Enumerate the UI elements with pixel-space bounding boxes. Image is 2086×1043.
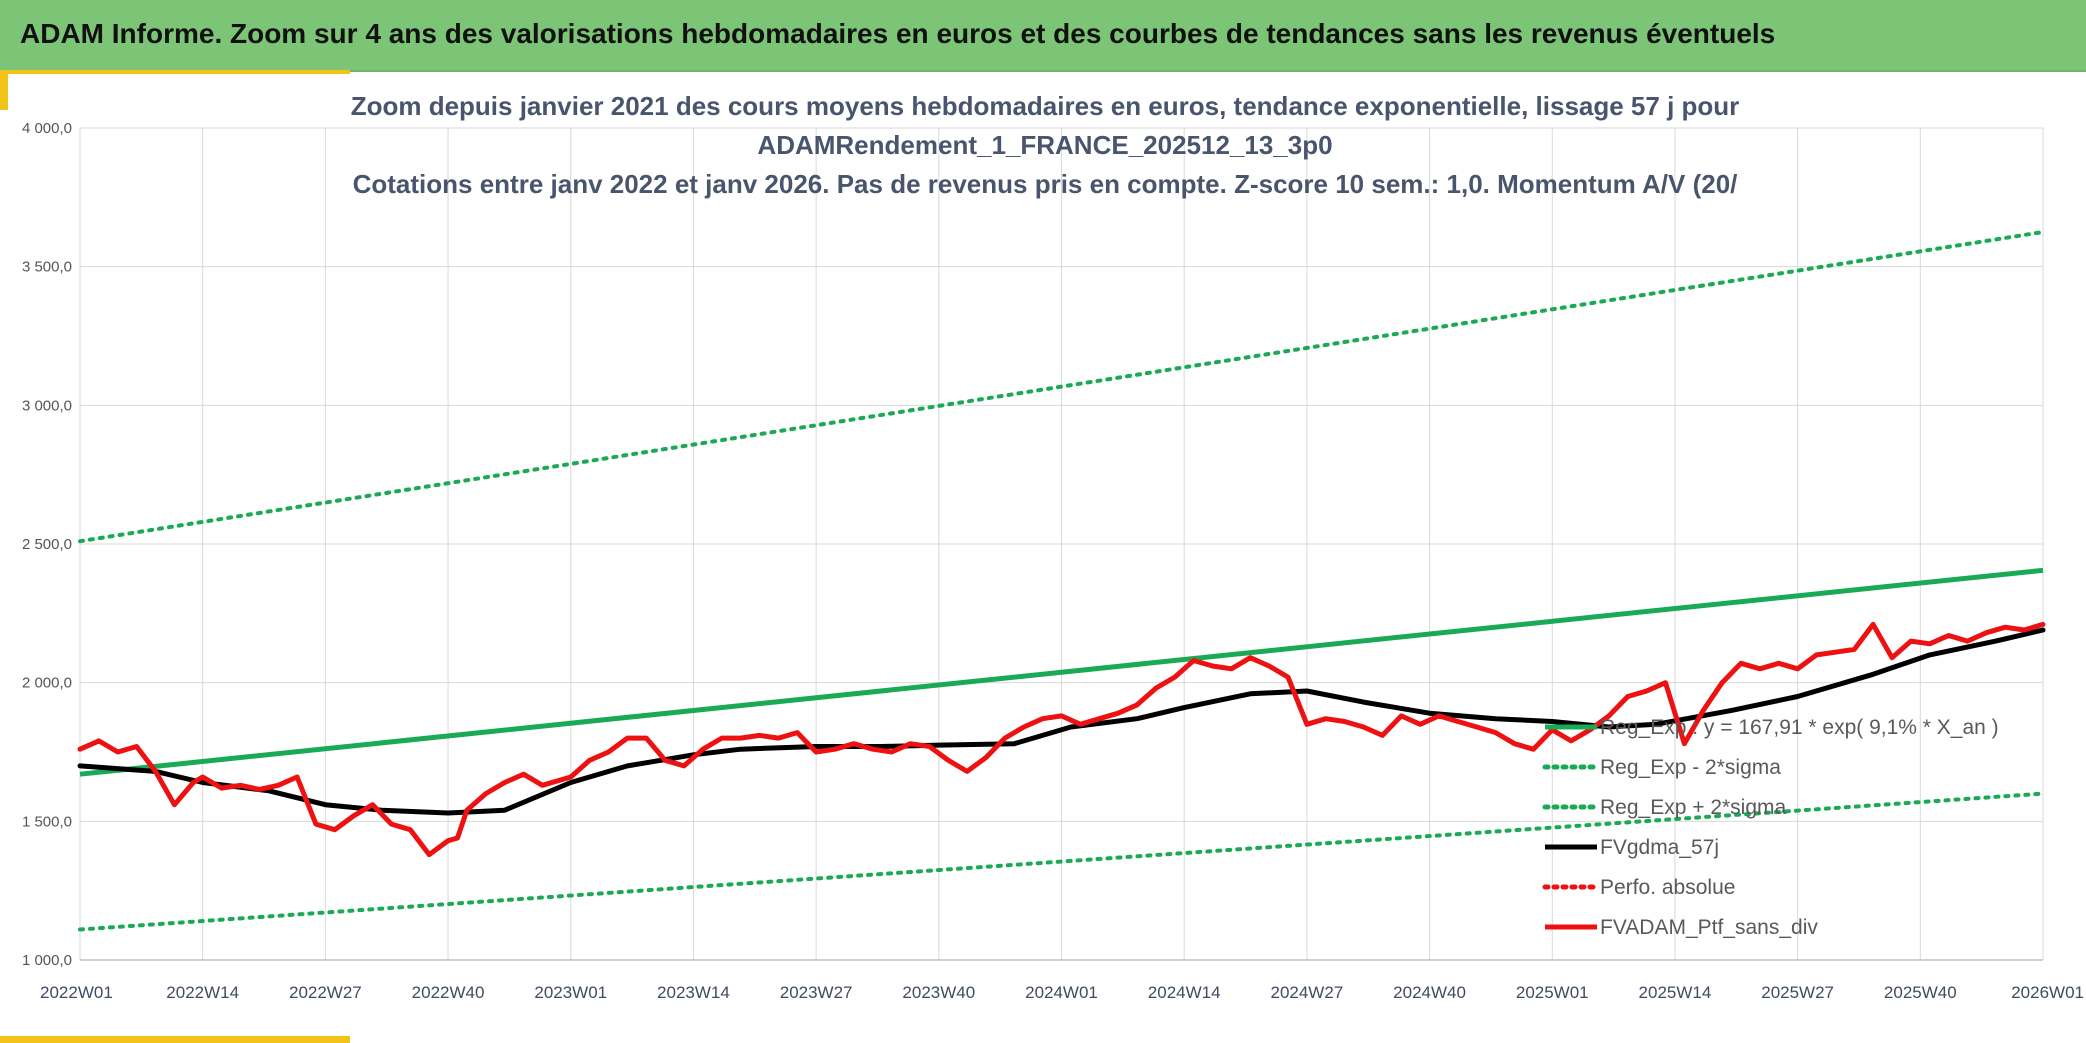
y-axis-ticks: 1 000,0 1 500,0 2 000,0 2 500,0 3 000,0 3 500… (22, 120, 72, 969)
y-tick-label: 2 500,0 (22, 536, 72, 553)
y-tick-label: 4 000,0 (22, 120, 72, 137)
y-tick-label: 2 000,0 (22, 675, 72, 692)
chart-title-line-1: Zoom depuis janvier 2021 des cours moyen… (351, 91, 1740, 121)
accent-bar-top (0, 70, 350, 74)
series-group (77, 230, 2046, 932)
x-tick-label: 2024W27 (1270, 983, 1343, 1002)
gridlines (79, 127, 2044, 961)
legend: Reg_Exp : y = 167,91 * exp( 9,1% * X_an … (1542, 716, 1999, 939)
legend-label: Reg_Exp : y = 167,91 * exp( 9,1% * X_an … (1600, 716, 1999, 739)
legend-label: FVADAM_Ptf_sans_div (1600, 916, 1818, 939)
x-tick-label: 2025W27 (1761, 983, 1834, 1002)
legend-label: FVgdma_57j (1600, 836, 1719, 859)
series-reg-exp (79, 567, 2044, 777)
series-reg-exp-plus-2sigma (78, 230, 2045, 544)
x-tick-label: 2025W40 (1884, 983, 1957, 1002)
x-tick-label: 2022W40 (412, 983, 485, 1002)
series-reg-exp-minus-2sigma (78, 791, 2045, 932)
y-tick-label: 3 000,0 (22, 397, 72, 414)
x-tick-label: 2023W14 (657, 983, 730, 1002)
header-banner: ADAM Informe. Zoom sur 4 ans des valoris… (0, 0, 2086, 72)
x-tick-label: 2025W01 (1516, 983, 1589, 1002)
x-tick-label: 2025W14 (1639, 983, 1712, 1002)
x-tick-label: 2023W01 (534, 983, 607, 1002)
x-tick-label: 2024W40 (1393, 983, 1466, 1002)
x-tick-label: 2022W27 (289, 983, 362, 1002)
x-tick-label: 2024W01 (1025, 983, 1098, 1002)
legend-label: Perfo. absolue (1600, 876, 1735, 899)
x-tick-label: 2023W27 (780, 983, 853, 1002)
y-tick-label: 1 500,0 (22, 813, 72, 830)
y-tick-label: 1 000,0 (22, 952, 72, 969)
y-tick-label: 3 500,0 (22, 259, 72, 276)
accent-bar-bottom (0, 1036, 350, 1043)
series-fvgdma-57j (77, 627, 2046, 816)
legend-label: Reg_Exp + 2*sigma (1600, 796, 1787, 819)
x-axis-ticks: 2022W01 2022W14 2022W27 2022W40 2023W01 2023W… (40, 983, 2084, 1002)
page-title: ADAM Informe. Zoom sur 4 ans des valoris… (20, 18, 1776, 49)
x-tick-label: 2022W14 (166, 983, 239, 1002)
x-tick-label: 2023W40 (902, 983, 975, 1002)
x-tick-label: 2022W01 (40, 983, 113, 1002)
x-tick-label: 2026W01 (2011, 983, 2084, 1002)
x-tick-label: 2024W14 (1148, 983, 1221, 1002)
legend-label: Reg_Exp - 2*sigma (1600, 756, 1781, 779)
series-fvadam-ptf (77, 621, 2046, 858)
accent-bar-left (0, 70, 8, 110)
chart-title-line-2: ADAMRendement_1_FRANCE_202512_13_3p0 (757, 130, 1332, 160)
chart-title-line-3: Cotations entre janv 2022 et janv 2026. … (353, 169, 1738, 199)
